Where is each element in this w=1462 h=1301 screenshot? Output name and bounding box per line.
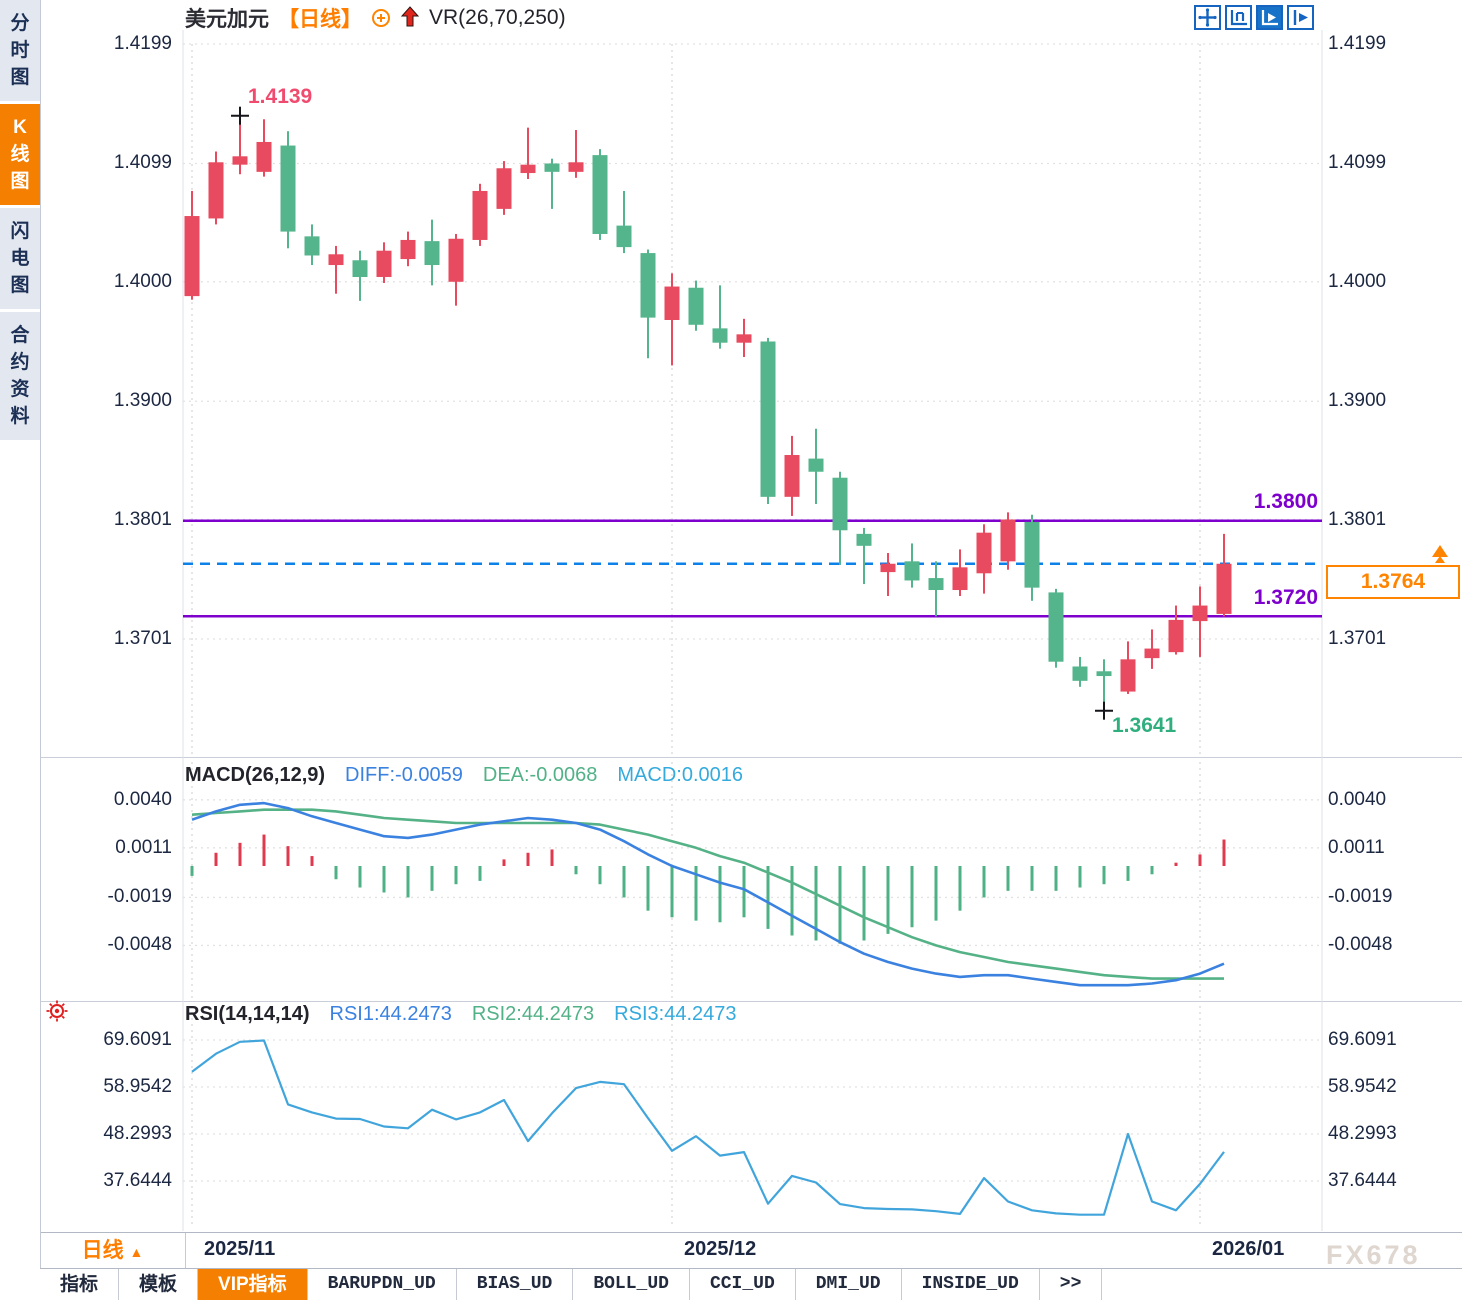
- dropdown-arrow-icon: ▲: [129, 1244, 144, 1260]
- tab-模板[interactable]: 模板: [119, 1269, 199, 1300]
- low-price-annotation: 1.3641: [1112, 714, 1177, 737]
- up-arrow-icon: [400, 6, 420, 27]
- right-axis-label: 37.6444: [1328, 1170, 1397, 1191]
- hline-1-3800-label: 1.3800: [1253, 490, 1318, 513]
- left-axis-label: 0.0040: [113, 788, 172, 810]
- right-axis-label: 1.4199: [1328, 33, 1387, 54]
- axis-play-icon[interactable]: [1256, 5, 1283, 30]
- vr-indicator-label[interactable]: VR(26,70,250): [429, 6, 566, 29]
- right-axis-label: 0.0040: [1328, 788, 1387, 810]
- right-axis-label: 0.0011: [1328, 836, 1385, 858]
- rsi1-value: RSI1:44.2473: [329, 1003, 452, 1025]
- pan-right-icon[interactable]: [1287, 5, 1314, 30]
- right-axis-label: -0.0048: [1328, 934, 1393, 956]
- right-axis-label: 1.3900: [1328, 390, 1387, 412]
- macd-dea-value: DEA:-0.0068: [482, 764, 598, 786]
- rsi-name[interactable]: RSI(14,14,14): [185, 1003, 310, 1025]
- period-selector-label: 日线: [81, 1239, 124, 1262]
- x-axis-row: 日线 ▲: [40, 1232, 1462, 1269]
- left-axis-label: 37.6444: [103, 1170, 172, 1191]
- move-cross-icon[interactable]: [1194, 5, 1221, 30]
- period-selector-button[interactable]: 日线 ▲: [40, 1233, 186, 1268]
- rsi2-value: RSI2:44.2473: [471, 1003, 595, 1025]
- tab->>[interactable]: >>: [1040, 1269, 1103, 1300]
- tab-INSIDE_UD[interactable]: INSIDE_UD: [902, 1269, 1040, 1300]
- left-axis-label: 58.9542: [103, 1076, 172, 1097]
- axis-scale-icon[interactable]: [1225, 5, 1252, 30]
- add-indicator-icon[interactable]: [371, 8, 391, 28]
- tab-CCI_UD[interactable]: CCI_UD: [690, 1269, 796, 1300]
- chart-toolbar: [1194, 5, 1314, 30]
- tab-BIAS_UD[interactable]: BIAS_UD: [457, 1269, 574, 1300]
- left-axis-label: 48.2993: [103, 1123, 172, 1144]
- sidebar-item-合约资料[interactable]: 合约资料: [0, 312, 40, 440]
- sidebar-item-分时图[interactable]: 分时图: [0, 0, 40, 101]
- period-tag[interactable]: 【日线】: [278, 8, 362, 31]
- left-axis-label: 1.3801: [113, 508, 172, 530]
- rsi-settings-sun-icon[interactable]: [45, 999, 69, 1023]
- right-axis-label: 1.3701: [1328, 628, 1387, 649]
- left-axis-label: 1.4099: [113, 152, 172, 174]
- left-axis-label: 1.3701: [113, 628, 172, 649]
- left-axis-label: 0.0011: [115, 836, 172, 858]
- x-axis-month-label: 2026/01: [1212, 1238, 1285, 1260]
- right-axis-label: -0.0019: [1328, 886, 1393, 908]
- macd-name[interactable]: MACD(26,12,9): [185, 764, 326, 786]
- tab-BARUPDN_UD[interactable]: BARUPDN_UD: [308, 1269, 457, 1300]
- right-axis-label: 69.6091: [1328, 1029, 1397, 1050]
- tab-BOLL_UD[interactable]: BOLL_UD: [573, 1269, 690, 1300]
- tab-DMI_UD[interactable]: DMI_UD: [796, 1269, 902, 1300]
- watermark: FX678: [1326, 1240, 1421, 1270]
- symbol-title: 美元加元: [185, 8, 269, 31]
- high-price-annotation: 1.4139: [248, 85, 313, 108]
- tab-指标[interactable]: 指标: [40, 1269, 120, 1300]
- left-axis-label: 69.6091: [103, 1029, 172, 1050]
- right-axis-label: 1.4000: [1328, 270, 1387, 292]
- macd-macd-value: MACD:0.0016: [617, 764, 744, 786]
- macd-diff-value: DIFF:-0.0059: [345, 764, 463, 786]
- left-axis-label: 1.4199: [113, 33, 172, 54]
- left-axis-label: 1.4000: [113, 270, 172, 292]
- right-axis-label: 48.2993: [1328, 1123, 1397, 1144]
- left-axis-label: -0.0019: [107, 886, 172, 908]
- right-axis-label: 1.3801: [1328, 508, 1387, 530]
- right-axis-label: 58.9542: [1328, 1076, 1397, 1097]
- left-axis-label: -0.0048: [107, 934, 172, 956]
- hline-1-3720-label: 1.3720: [1253, 586, 1318, 609]
- sidebar-item-闪电图[interactable]: 闪电图: [0, 208, 40, 309]
- macd-header: MACD(26,12,9) DIFF:-0.0059 DEA:-0.0068 M…: [185, 764, 743, 787]
- x-axis-month-label: 2025/11: [204, 1238, 276, 1260]
- left-axis-label: 1.3900: [113, 390, 172, 412]
- rsi3-value: RSI3:44.2473: [614, 1003, 737, 1025]
- tab-VIP指标[interactable]: VIP指标: [198, 1269, 308, 1300]
- indicator-tab-bar: 指标 模板 VIP指标 BARUPDN_UD BIAS_UD BOLL_UD CCI_UD D…: [40, 1268, 1462, 1301]
- rsi-header: RSI(14,14,14) RSI1:44.2473 RSI2:44.2473 …: [185, 1003, 737, 1026]
- current-price-box: 1.3764: [1326, 565, 1460, 599]
- right-axis-label: 1.4099: [1328, 152, 1387, 174]
- x-axis-month-label: 2025/12: [684, 1238, 757, 1260]
- chart-titlebar: 美元加元 【日线】 VR(26,70,250): [185, 5, 566, 31]
